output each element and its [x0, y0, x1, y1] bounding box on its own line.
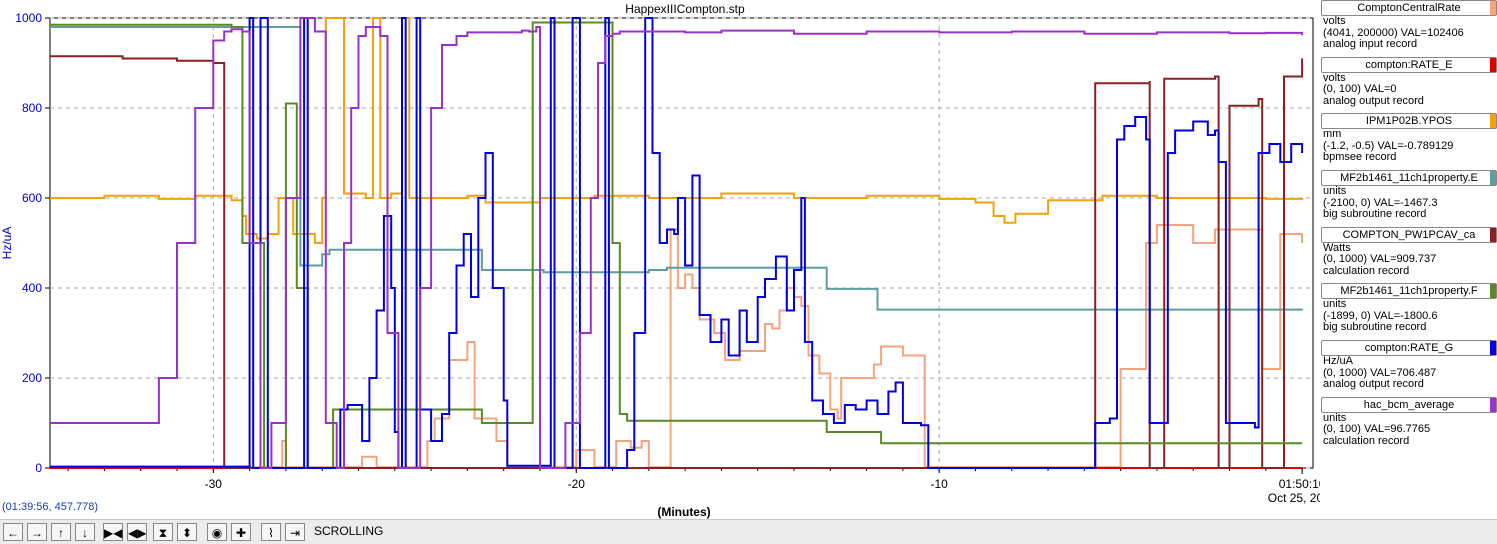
- legend-color-swatch: [1490, 227, 1496, 242]
- legend-color-swatch: [1490, 341, 1496, 356]
- zoom-in-x-icon[interactable]: ▶◀: [103, 523, 123, 541]
- x-tick-label: -20: [568, 477, 586, 491]
- legend-item[interactable]: hac_bcm_average units (0, 100) VAL=96.7765…: [1319, 396, 1497, 454]
- add-icon[interactable]: ✚: [231, 523, 251, 541]
- legend-detail-line: calculation record: [1323, 434, 1410, 447]
- legend-detail-line: units: [1323, 185, 1347, 198]
- legend-detail-line: (-1.2, -0.5) VAL=-0.789129: [1323, 139, 1454, 152]
- legend-pv-name[interactable]: hac_bcm_average: [1321, 396, 1497, 413]
- y-tick-label: 400: [22, 281, 42, 295]
- legend-color-swatch: [1490, 284, 1496, 299]
- chart: 0 200 400 600 800 1000 -30 -20 -10 01:50:10Oct 25…: [0, 2, 1320, 519]
- chart-title: HappexIIICompton.stp: [625, 2, 745, 16]
- y-axis-label: Hz/uA: [0, 227, 14, 260]
- series-line-mf2b1461-11ch1property-f: [50, 21, 1303, 469]
- x-tick-label: -30: [205, 477, 223, 491]
- legend-pv-name[interactable]: ComptonCentralRate: [1321, 0, 1497, 16]
- scroll-right-icon[interactable]: →: [27, 523, 47, 541]
- legend-item[interactable]: ComptonCentralRate volts (4041, 200000) VA…: [1319, 0, 1497, 57]
- plot-frame: [49, 17, 1314, 469]
- auto-scale-icon[interactable]: ⌇: [261, 523, 281, 541]
- legend-detail-line: (-2100, 0) VAL=-1467.3: [1323, 196, 1438, 209]
- legend-detail-line: (-1899, 0) VAL=-1800.6: [1323, 309, 1438, 322]
- scroll-mode-label: SCROLLING: [314, 524, 384, 538]
- legend-detail-line: volts: [1323, 71, 1346, 84]
- y-tick-label: 1000: [15, 11, 42, 25]
- scroll-left-icon[interactable]: ←: [3, 523, 23, 541]
- x-tick-label: -10: [931, 477, 949, 491]
- legend-detail-line: analog output record: [1323, 378, 1424, 391]
- zoom-out-x-icon[interactable]: ◀▶: [127, 523, 147, 541]
- legend-detail-line: calculation record: [1323, 264, 1410, 277]
- legend-detail-line: Watts: [1323, 241, 1351, 254]
- legend-detail-line: mm: [1323, 128, 1342, 141]
- legend-detail-line: Hz/uA: [1323, 355, 1353, 368]
- legend-pv-name[interactable]: COMPTON_PW1PCAV_ca: [1321, 226, 1497, 243]
- x-axis-label: (Minutes): [657, 505, 710, 519]
- legend-detail-line: units: [1323, 411, 1347, 424]
- legend-detail-line: units: [1323, 298, 1347, 311]
- y-tick-label: 0: [35, 461, 42, 475]
- zoom-out-y-icon[interactable]: ⬍: [177, 523, 197, 541]
- y-tick-label: 600: [22, 191, 42, 205]
- legend-detail-line: analog output record: [1323, 94, 1424, 107]
- series-line-hac-bcm-average: [50, 17, 1304, 469]
- legend-item[interactable]: MF2b1461_11ch1property.E units (-2100, 0) …: [1319, 170, 1497, 227]
- legend-color-swatch: [1490, 171, 1496, 186]
- legend-detail-line: (0, 100) VAL=96.7765: [1323, 423, 1431, 436]
- legend-item[interactable]: MF2b1461_11ch1property.F units (-1899, 0) …: [1319, 283, 1497, 340]
- legend-item[interactable]: IPM1P02B.YPOS mm (-1.2, -0.5) VAL=-0.78912…: [1319, 113, 1497, 170]
- y-tick-label: 800: [22, 101, 42, 115]
- scroll-up-icon[interactable]: ↑: [51, 523, 71, 541]
- legend-detail-line: (0, 1000) VAL=706.487: [1323, 366, 1437, 379]
- resume-scroll-icon[interactable]: ⇥: [285, 523, 305, 541]
- zoom-in-y-icon[interactable]: ⧗: [153, 523, 173, 541]
- legend-panel: ComptonCentralRate volts (4041, 200000) VA…: [1319, 0, 1497, 455]
- legend-pv-name[interactable]: IPM1P02B.YPOS: [1321, 113, 1497, 130]
- legend-item[interactable]: COMPTON_PW1PCAV_ca Watts (0, 1000) VAL=909…: [1319, 226, 1497, 284]
- scroll-down-icon[interactable]: ↓: [75, 523, 95, 541]
- legend-detail-line: (4041, 200000) VAL=102406: [1323, 26, 1464, 39]
- legend-detail-line: (0, 100) VAL=0: [1323, 83, 1397, 96]
- y-tick-label: 200: [22, 371, 42, 385]
- end-date-label: Oct 25, 2009: [1268, 491, 1320, 505]
- legend-pv-name[interactable]: MF2b1461_11ch1property.E: [1321, 170, 1497, 187]
- reset-icon[interactable]: ◉: [207, 523, 227, 541]
- legend-pv-name[interactable]: compton:RATE_E: [1321, 56, 1497, 73]
- cursor-readout: (01:39:56, 457.778): [2, 501, 99, 513]
- legend-color-swatch: [1490, 57, 1496, 72]
- legend-color-swatch: [1490, 114, 1496, 129]
- toolbar: SCROLLING ← → ↑ ↓ ▶◀ ◀▶ ⧗ ⬍ ◉ ✚ ⌇ ⇥: [0, 519, 1497, 544]
- legend-item[interactable]: compton:RATE_G Hz/uA (0, 1000) VAL=706.487…: [1319, 340, 1497, 397]
- legend-color-swatch: [1490, 397, 1496, 412]
- series-line-mf2b1461-11ch1property-e: [50, 26, 1304, 311]
- end-time-label: 01:50:10: [1279, 477, 1320, 491]
- legend-detail-line: (0, 1000) VAL=909.737: [1323, 253, 1437, 266]
- legend-detail-line: analog input record: [1323, 38, 1418, 50]
- legend-detail-line: big subroutine record: [1323, 321, 1427, 334]
- legend-detail-line: volts: [1323, 15, 1346, 27]
- legend-detail-line: big subroutine record: [1323, 208, 1427, 221]
- legend-color-swatch: [1490, 1, 1496, 15]
- legend-pv-name[interactable]: MF2b1461_11ch1property.F: [1321, 283, 1497, 300]
- legend-detail-line: bpmsee record: [1323, 151, 1397, 164]
- legend-pv-name[interactable]: compton:RATE_G: [1321, 340, 1497, 357]
- legend-item[interactable]: compton:RATE_E volts (0, 100) VAL=0 analog …: [1319, 56, 1497, 114]
